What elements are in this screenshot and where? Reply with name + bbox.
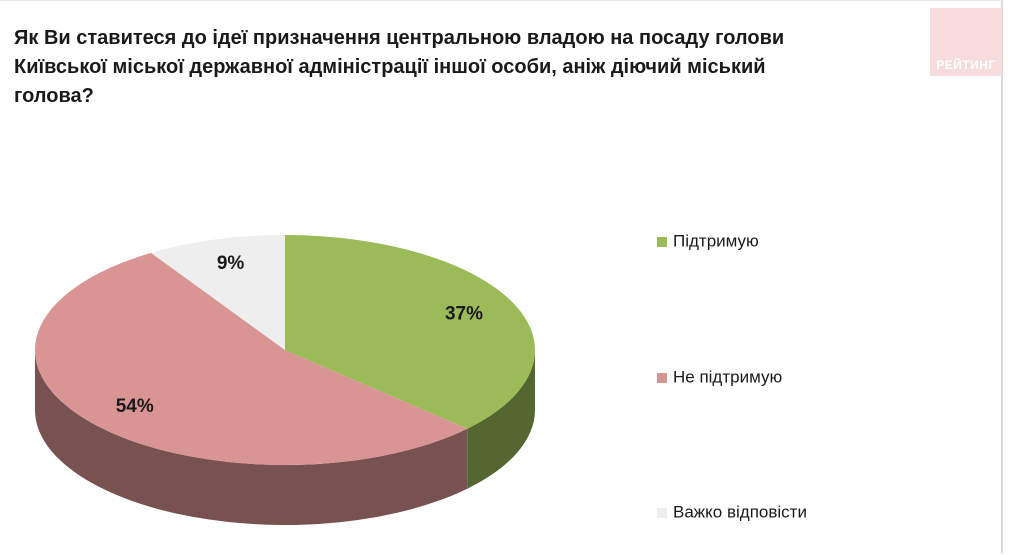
slice <box>285 235 535 429</box>
data-label: 54% <box>116 396 154 417</box>
data-label: 9% <box>217 253 245 274</box>
legend-swatch <box>657 373 667 383</box>
legend-label: Підтримую <box>673 231 759 250</box>
slice-side <box>35 350 468 526</box>
chart-title: Як Ви ставитеся до ідеї призначення цент… <box>14 27 785 107</box>
slice <box>35 252 468 465</box>
slice <box>151 235 285 350</box>
legend-swatch <box>657 508 667 518</box>
slice-side <box>467 350 535 489</box>
legend-swatch <box>657 237 667 247</box>
legend-label: Не підтримую <box>673 367 782 386</box>
legend-label: Важко відповісти <box>673 502 807 521</box>
data-label: 37% <box>445 303 483 324</box>
logo: РЕЙТИНГ <box>930 8 1002 76</box>
